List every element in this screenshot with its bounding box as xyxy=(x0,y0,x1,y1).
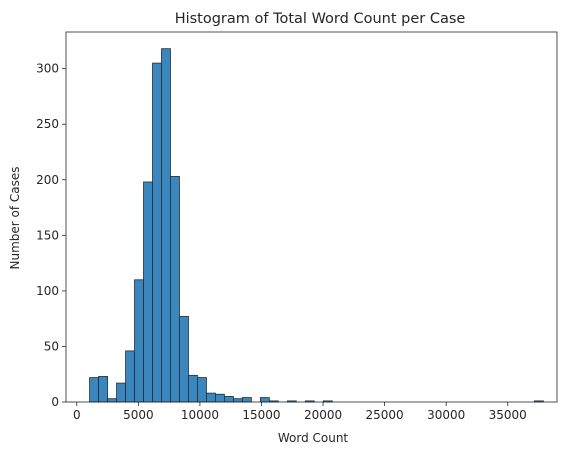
x-tick-label: 0 xyxy=(73,408,81,422)
x-tick-label: 15000 xyxy=(242,408,280,422)
y-axis-title: Number of Cases xyxy=(8,166,22,269)
histogram-bar xyxy=(116,382,126,403)
histogram-bar xyxy=(241,397,252,403)
axes-group: 0 5000 10000 15000 20000 25000 30000 35000 0 50 10… xyxy=(36,31,558,422)
histogram-bar xyxy=(143,181,153,403)
y-tick-label: 50 xyxy=(44,339,59,353)
histogram-bar xyxy=(215,393,225,403)
histogram-bar xyxy=(125,350,135,403)
histogram-bar xyxy=(161,48,171,403)
histogram-bar xyxy=(259,397,270,403)
y-tick-label: 0 xyxy=(51,395,59,409)
histogram-bar xyxy=(232,398,243,403)
histogram-bar xyxy=(170,176,180,403)
histogram-bar xyxy=(152,62,162,403)
y-tick-label: 200 xyxy=(36,173,59,187)
histogram-bar xyxy=(224,396,234,403)
histogram-bar xyxy=(98,376,108,403)
plot-frame xyxy=(65,31,558,403)
histogram-bar xyxy=(107,398,117,403)
histogram-bar xyxy=(206,392,216,403)
x-tick-label: 30000 xyxy=(427,408,465,422)
x-tick-label: 10000 xyxy=(181,408,219,422)
histogram-bar xyxy=(134,279,144,403)
y-tick-label: 150 xyxy=(36,228,59,242)
y-tick-label: 250 xyxy=(36,117,59,131)
y-tick-label: 100 xyxy=(36,284,59,298)
x-tick-label: 20000 xyxy=(304,408,342,422)
histogram-bar xyxy=(188,374,198,403)
y-tick-label: 300 xyxy=(36,62,59,76)
x-tick-label: 5000 xyxy=(123,408,154,422)
x-axis-title: Word Count xyxy=(278,431,349,445)
histogram-bar xyxy=(89,377,99,403)
histogram-bar xyxy=(197,377,207,403)
x-tick-label: 35000 xyxy=(489,408,527,422)
bars-group xyxy=(89,48,544,403)
chart-title: Histogram of Total Word Count per Case xyxy=(175,11,466,27)
x-tick-label: 25000 xyxy=(366,408,404,422)
histogram-bar xyxy=(179,316,189,403)
